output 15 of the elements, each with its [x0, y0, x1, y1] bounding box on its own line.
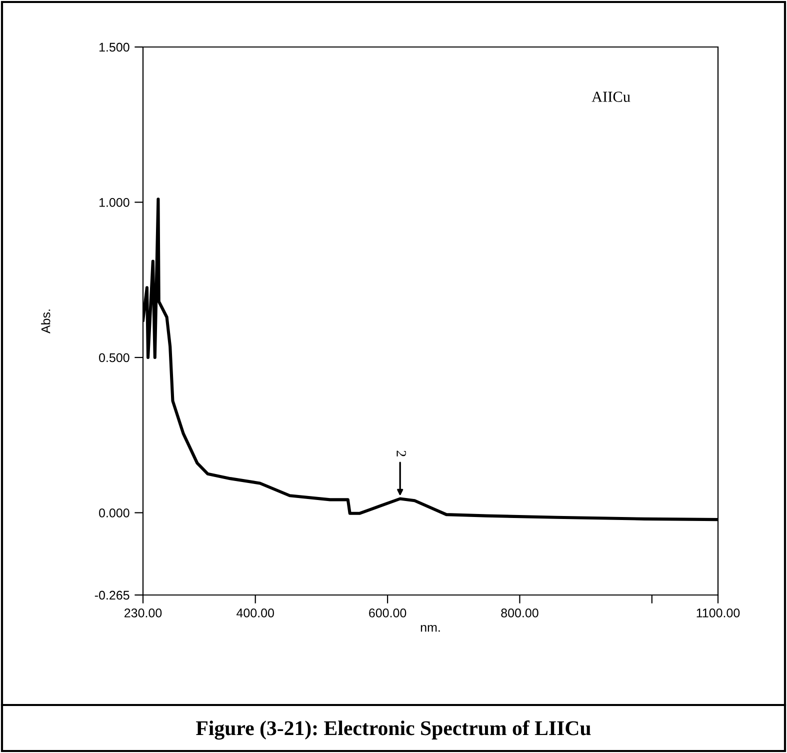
x-tick-label: 400.00 — [236, 608, 274, 618]
x-tick-label: 1100.00 — [696, 608, 740, 618]
x-tick-label: 230.00 — [124, 608, 162, 618]
x-tick-label: 800.00 — [501, 608, 538, 618]
y-tick-label: 0.500 — [99, 353, 130, 362]
y-tick-label: 0.000 — [99, 508, 130, 518]
annotation: 2 — [396, 450, 406, 456]
annotation: AIICu — [592, 92, 630, 102]
x-axis-title: nm. — [420, 624, 440, 632]
y-tick-label: 1.000 — [99, 198, 130, 207]
y-tick-label: -0.265 — [94, 590, 130, 600]
x-tick-label: 600.00 — [369, 608, 406, 618]
text: Figure (3-21): Electronic Spectrum of LIICu — [196, 720, 591, 740]
y-axis-title: Abs. — [41, 310, 50, 334]
y-tick-label: 1.500 — [99, 42, 130, 52]
